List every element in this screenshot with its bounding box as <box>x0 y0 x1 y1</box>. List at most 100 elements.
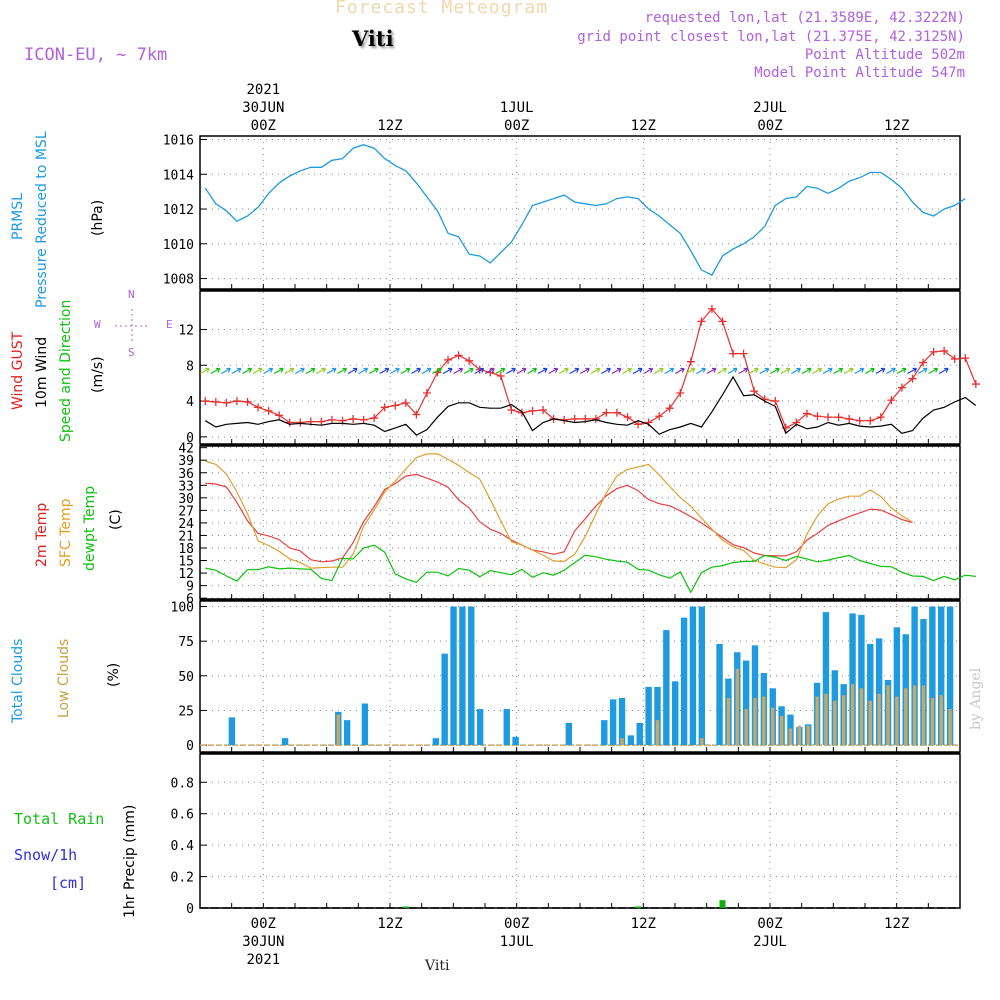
top-time-label: 12Z <box>377 118 402 134</box>
wind-gust-marker <box>686 357 695 366</box>
total-cloud-bar <box>468 606 475 746</box>
pressure-unit-label: (hPa) <box>90 199 106 236</box>
low-cloud-bar <box>841 695 846 746</box>
wind-direction-arrow <box>759 367 770 375</box>
top-time-label: 2JUL <box>753 100 787 116</box>
temperature-ytick-label: 6 <box>186 592 194 607</box>
low-clouds-label: Low Clouds <box>56 638 72 718</box>
wind-gust-marker <box>887 396 896 405</box>
wind-gust-marker <box>644 418 653 427</box>
pressure-ytick-label: 1012 <box>163 203 194 218</box>
wind-direction-arrow <box>643 367 654 375</box>
credit-watermark: by Angel <box>968 667 984 730</box>
footer-station-name: Viti <box>425 958 450 974</box>
low-cloud-bar <box>948 709 952 746</box>
rain-bar <box>635 906 642 908</box>
wind-gust-marker <box>750 387 759 396</box>
total-cloud-bar <box>858 614 865 746</box>
wind-direction-arrow <box>484 367 495 375</box>
top-time-label: 00Z <box>757 118 782 134</box>
total-cloud-bar <box>672 681 679 746</box>
bottom-time-label: 1JUL <box>500 934 534 950</box>
total-cloud-bar <box>609 699 617 746</box>
wind-direction-arrow <box>210 367 221 375</box>
wind-gust-marker <box>507 406 516 414</box>
wind-direction-arrow <box>569 367 580 375</box>
pressure-ytick-label: 1010 <box>163 238 194 253</box>
low-cloud-bar <box>797 725 802 746</box>
requested-coords: requested lon,lat (21.3589E, 42.3222N) <box>644 10 965 26</box>
wind-gust-marker <box>412 410 421 419</box>
low-cloud-bar <box>726 697 731 746</box>
wind-direction-arrow <box>727 367 738 375</box>
wind-direction-arrow <box>558 367 569 375</box>
wind-gust-marker <box>243 397 252 406</box>
wind-direction-arrow <box>653 367 664 375</box>
wind-direction-arrow <box>389 367 400 375</box>
bottom-time-label: 12Z <box>631 916 656 932</box>
wind-gust-marker <box>602 408 611 417</box>
precip-ytick-label: 0 <box>186 902 194 917</box>
wind-direction-arrow <box>516 367 527 375</box>
total-cloud-bar <box>893 627 901 746</box>
wind-direction-arrow <box>907 367 918 375</box>
wind-gust-marker <box>454 351 463 360</box>
total-cloud-bar <box>627 735 635 746</box>
low-cloud-bar <box>886 685 890 746</box>
wind-direction-arrow <box>590 367 601 375</box>
clouds-ytick-label: 75 <box>178 635 194 650</box>
wind-gust-marker <box>834 413 843 422</box>
wind-direction-arrow <box>896 367 907 375</box>
wind-direction-arrow <box>326 367 337 375</box>
total-cloud-bar <box>689 606 697 746</box>
wind-direction-arrow <box>706 367 717 375</box>
wind-direction-arrow <box>368 367 379 375</box>
bottom-time-label: 00Z <box>757 916 782 932</box>
wind-direction-arrow <box>632 367 643 375</box>
bottom-time-label: 00Z <box>251 916 276 932</box>
wind-direction-arrow <box>822 367 833 375</box>
wind-gust-marker <box>275 411 284 420</box>
temperature-ytick-label: 24 <box>178 517 194 532</box>
wind-gust-marker <box>370 414 379 423</box>
total-cloud-bar <box>867 643 874 746</box>
wind-gust-marker <box>296 418 305 427</box>
wind-gust-marker <box>866 416 875 425</box>
wind-direction-arrow <box>463 367 474 375</box>
total-cloud-bar <box>751 645 759 746</box>
total-cloud-bar <box>476 709 484 746</box>
temperature-ytick-label: 9 <box>186 580 194 595</box>
wind-gust-marker <box>222 398 231 407</box>
wind-gust-marker <box>919 358 928 367</box>
wind-direction-arrow <box>738 367 749 375</box>
wind-gust-marker <box>824 413 833 422</box>
dewpt-temp-line <box>205 544 976 594</box>
wind-direction-arrow <box>812 367 823 375</box>
wind-gust-marker <box>792 418 801 427</box>
low-cloud-bar <box>735 668 739 746</box>
wind-gust-marker <box>665 404 674 413</box>
low-cloud-bar <box>904 688 908 746</box>
wind-gust-marker <box>961 354 970 363</box>
wind-gust-marker <box>718 317 727 326</box>
dewpt-temp-label: dewpt Temp <box>82 485 98 571</box>
wind-direction-arrow <box>674 367 685 375</box>
wind-gust-marker <box>876 413 885 422</box>
wind-direction-arrow <box>231 367 242 375</box>
clouds-ytick-label: 0 <box>186 739 194 754</box>
wind-direction-arrow <box>664 367 675 375</box>
total-cloud-bar <box>920 619 927 746</box>
wind-direction-arrow <box>474 367 485 375</box>
pressure-ytick-label: 1008 <box>163 273 194 288</box>
wind-direction-arrow <box>495 367 506 375</box>
wind-ytick-label: 12 <box>178 323 194 338</box>
precip-ytick-label: 0.8 <box>171 776 194 791</box>
wind-gust-marker <box>317 417 326 426</box>
wind-direction-arrow <box>273 367 284 375</box>
temperature-ytick-label: 15 <box>178 555 194 570</box>
temperature-ytick-label: 27 <box>178 504 194 519</box>
wind-gust-label: Wind GUST <box>10 331 26 410</box>
bottom-time-label: 00Z <box>504 916 529 932</box>
total-cloud-bar <box>742 660 750 746</box>
